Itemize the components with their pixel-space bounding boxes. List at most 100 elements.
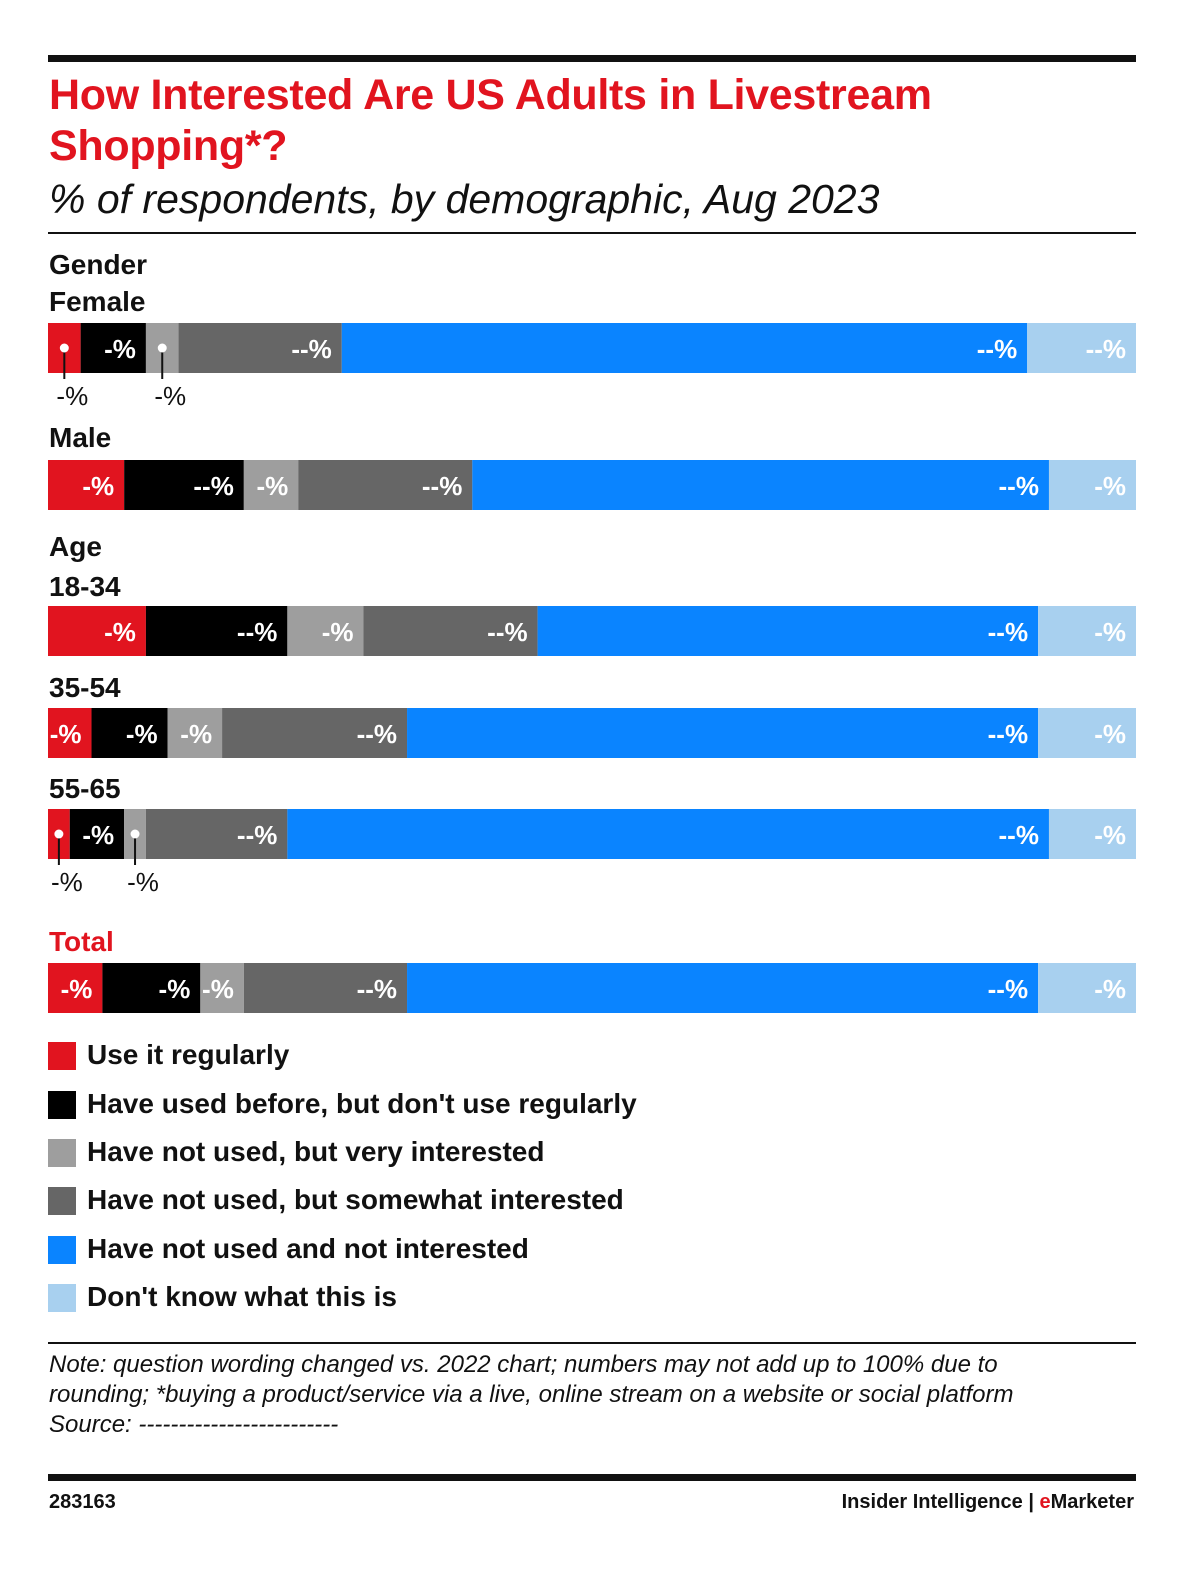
bar-value-label: --% — [988, 617, 1028, 647]
category-label-male: Male — [49, 422, 112, 453]
category-label-total: Total — [49, 926, 114, 957]
legend-label: Have not used and not interested — [87, 1233, 529, 1264]
bar-value-label: -% — [202, 974, 234, 1004]
legend-swatch — [48, 1236, 76, 1264]
bar-value-label: -% — [322, 617, 354, 647]
leader-dot — [54, 829, 64, 839]
bar-value-label: --% — [1086, 334, 1126, 364]
legend-swatch — [48, 1187, 76, 1215]
bar-segment-35-54-3 — [222, 708, 408, 758]
brand-main: Insider Intelligence | — [841, 1491, 1040, 1513]
bar-value-label-outside: -% — [51, 867, 83, 897]
bar-value-label: --% — [357, 974, 397, 1004]
chart-title-line1: How Interested Are US Adults in Livestre… — [49, 71, 932, 119]
bar-segment-male-5 — [1048, 460, 1136, 510]
bar-segment-18-34-2 — [287, 606, 364, 656]
bar-value-label: --% — [237, 617, 277, 647]
bar-value-label: -% — [50, 719, 82, 749]
note-line: rounding; *buying a product/service via … — [49, 1381, 1014, 1408]
chart-title-line2: Shopping*? — [49, 122, 288, 170]
legend-swatch — [48, 1042, 76, 1070]
bar-value-label: -% — [104, 617, 136, 647]
bar-segment-male-0 — [48, 460, 125, 510]
source-line: Source: ------------------------- — [49, 1411, 339, 1438]
top-rule — [48, 55, 1136, 62]
bar-segment-55-65-4 — [287, 809, 1049, 859]
bar-value-label: -% — [159, 974, 191, 1004]
bar-value-label: --% — [977, 334, 1017, 364]
bar-segment-55-65-5 — [1048, 809, 1136, 859]
bar-segment-male-3 — [298, 460, 473, 510]
bar-segment-18-34-4 — [537, 606, 1039, 656]
legend-item-very-interested: Have not used, but very interested — [48, 1135, 848, 1169]
category-label-female: Female — [49, 286, 146, 317]
bar-segment-18-34-3 — [363, 606, 538, 656]
brand-logo: Insider Intelligence | eMarketer — [842, 1490, 1134, 1514]
note-line: Note: question wording changed vs. 2022 … — [49, 1351, 998, 1378]
bar-segment-male-1 — [124, 460, 244, 510]
bar-segment-female-3 — [178, 323, 342, 373]
title-divider — [48, 232, 1136, 234]
bar-value-label: --% — [237, 820, 277, 850]
bar-segment-total-0 — [48, 963, 103, 1013]
bar-segment-18-34-0 — [48, 606, 146, 656]
bar-value-label: --% — [988, 974, 1028, 1004]
bar-segment-35-54-5 — [1038, 708, 1136, 758]
section-label-gender: Gender — [49, 249, 148, 280]
section-label-age: Age — [49, 531, 102, 562]
legend-label: Have used before, but don't use regularl… — [87, 1088, 637, 1119]
bar-segment-total-5 — [1038, 963, 1136, 1013]
bar-value-label: -% — [82, 820, 114, 850]
bar-segment-total-3 — [243, 963, 408, 1013]
legend-item-dont-know: Don't know what this is — [48, 1280, 848, 1314]
bar-segment-35-54-0 — [48, 708, 92, 758]
bar-value-label: -% — [180, 719, 212, 749]
bar-segment-55-65-3 — [145, 809, 288, 859]
bar-value-label: -% — [82, 471, 114, 501]
legend-label: Don't know what this is — [87, 1281, 397, 1312]
bar-value-label: -% — [1094, 719, 1126, 749]
bar-value-label-outside: -% — [56, 381, 88, 411]
bar-value-label: -% — [256, 471, 288, 501]
bottom-rule — [48, 1474, 1136, 1481]
leader-dot — [130, 829, 140, 839]
bar-value-label-outside: -% — [127, 867, 159, 897]
legend-item-used-before: Have used before, but don't use regularl… — [48, 1087, 848, 1121]
bar-segment-18-34-5 — [1038, 606, 1136, 656]
category-label-18-34: 18-34 — [49, 571, 121, 602]
bar-value-label-outside: -% — [154, 381, 186, 411]
bar-value-label: --% — [999, 820, 1039, 850]
legend-item-somewhat-interested: Have not used, but somewhat interested — [48, 1183, 848, 1217]
bar-value-label: -% — [1094, 617, 1126, 647]
bar-segment-female-5 — [1027, 323, 1136, 373]
chart-id: 283163 — [49, 1491, 116, 1513]
bar-segment-total-2 — [200, 963, 244, 1013]
legend-swatch — [48, 1284, 76, 1312]
bar-value-label: -% — [104, 334, 136, 364]
bar-value-label: -% — [126, 719, 158, 749]
leader-dot — [157, 343, 167, 353]
bar-value-label: --% — [988, 719, 1028, 749]
category-label-55-65: 55-65 — [49, 773, 121, 804]
legend-item-use-regularly: Use it regularly — [48, 1038, 848, 1072]
bar-value-label: -% — [61, 974, 93, 1004]
legend-label: Have not used, but very interested — [87, 1136, 545, 1167]
legend-label: Have not used, but somewhat interested — [87, 1184, 624, 1215]
note-divider — [48, 1342, 1136, 1344]
bar-segment-male-4 — [472, 460, 1049, 510]
leader-dot — [59, 343, 69, 353]
legend-label: Use it regularly — [87, 1039, 290, 1070]
brand-accent: e — [1039, 1491, 1051, 1513]
bar-segment-35-54-1 — [91, 708, 168, 758]
bar-segment-55-65-1 — [69, 809, 125, 859]
legend-swatch — [48, 1091, 76, 1119]
bar-segment-35-54-4 — [407, 708, 1039, 758]
bar-segment-total-4 — [407, 963, 1039, 1013]
legend-swatch — [48, 1139, 76, 1167]
bar-value-label: --% — [193, 471, 233, 501]
bar-value-label: --% — [291, 334, 331, 364]
bar-value-label: -% — [1094, 471, 1126, 501]
bar-value-label: --% — [422, 471, 462, 501]
chart-note: Note: question wording changed vs. 2022 … — [49, 1350, 1139, 1440]
